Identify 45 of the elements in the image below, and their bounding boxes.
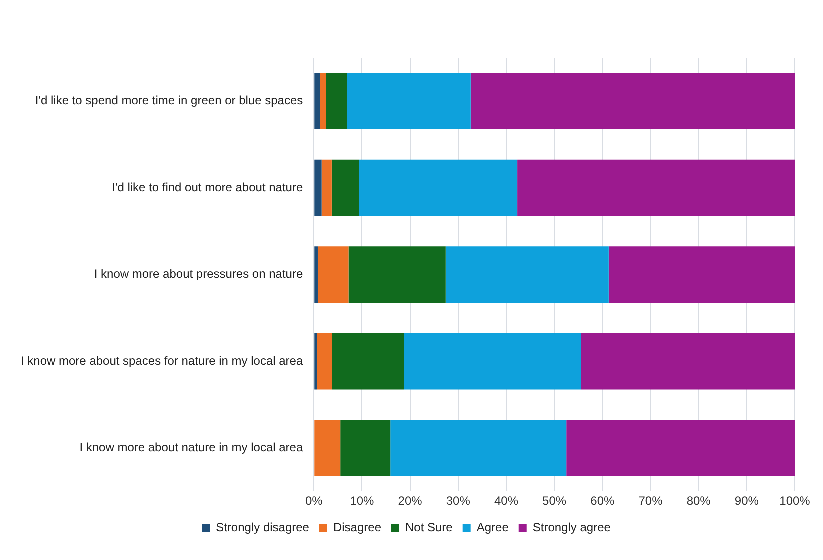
bar (359, 160, 518, 216)
bar (318, 246, 349, 303)
bar (317, 333, 332, 390)
bar (314, 160, 322, 216)
x-tick-label: 80% (686, 494, 712, 508)
x-tick-label: 60% (590, 494, 615, 508)
legend-label: Strongly agree (532, 520, 612, 534)
y-tick-label: I know more about pressures on nature (94, 267, 304, 282)
y-tick-label: I know more about nature in my local area (80, 440, 304, 455)
legend-label: Strongly disagree (216, 520, 310, 534)
x-tick-label: 40% (494, 494, 519, 508)
bar (404, 333, 582, 390)
bar (347, 73, 471, 130)
x-tick-label: 20% (398, 494, 423, 508)
bar (314, 73, 320, 130)
x-tick-label: 0% (305, 494, 324, 508)
bar (518, 160, 795, 216)
legend-label: Not Sure (405, 520, 454, 534)
bar (390, 420, 567, 476)
x-tick-label: 30% (446, 494, 471, 508)
bar (322, 160, 332, 216)
y-tick-label: I know more about spaces for nature in my local area (21, 354, 304, 368)
bar (566, 420, 795, 476)
x-tick-label: 100% (780, 494, 811, 508)
bar (314, 246, 318, 303)
bar (470, 73, 795, 130)
bar (320, 73, 326, 130)
bar (446, 246, 609, 303)
legend-label: Agree (476, 520, 510, 534)
bar (326, 73, 348, 130)
x-tick-label: 90% (734, 494, 760, 508)
bar (314, 420, 341, 476)
y-tick-label: I'd like to spend more time in green or blue spaces (35, 94, 304, 108)
x-tick-label: 70% (638, 494, 664, 508)
x-tick-label: 10% (350, 494, 375, 508)
bar (332, 333, 404, 390)
bar (348, 246, 446, 303)
bar (340, 420, 391, 476)
bar (608, 246, 795, 303)
bar (581, 333, 795, 390)
x-tick-label: 50% (542, 494, 567, 508)
bar (314, 333, 318, 390)
y-tick-label: I'd like to find out more about nature (112, 180, 304, 194)
legend-label: Disagree (333, 520, 382, 534)
bar (332, 160, 360, 216)
